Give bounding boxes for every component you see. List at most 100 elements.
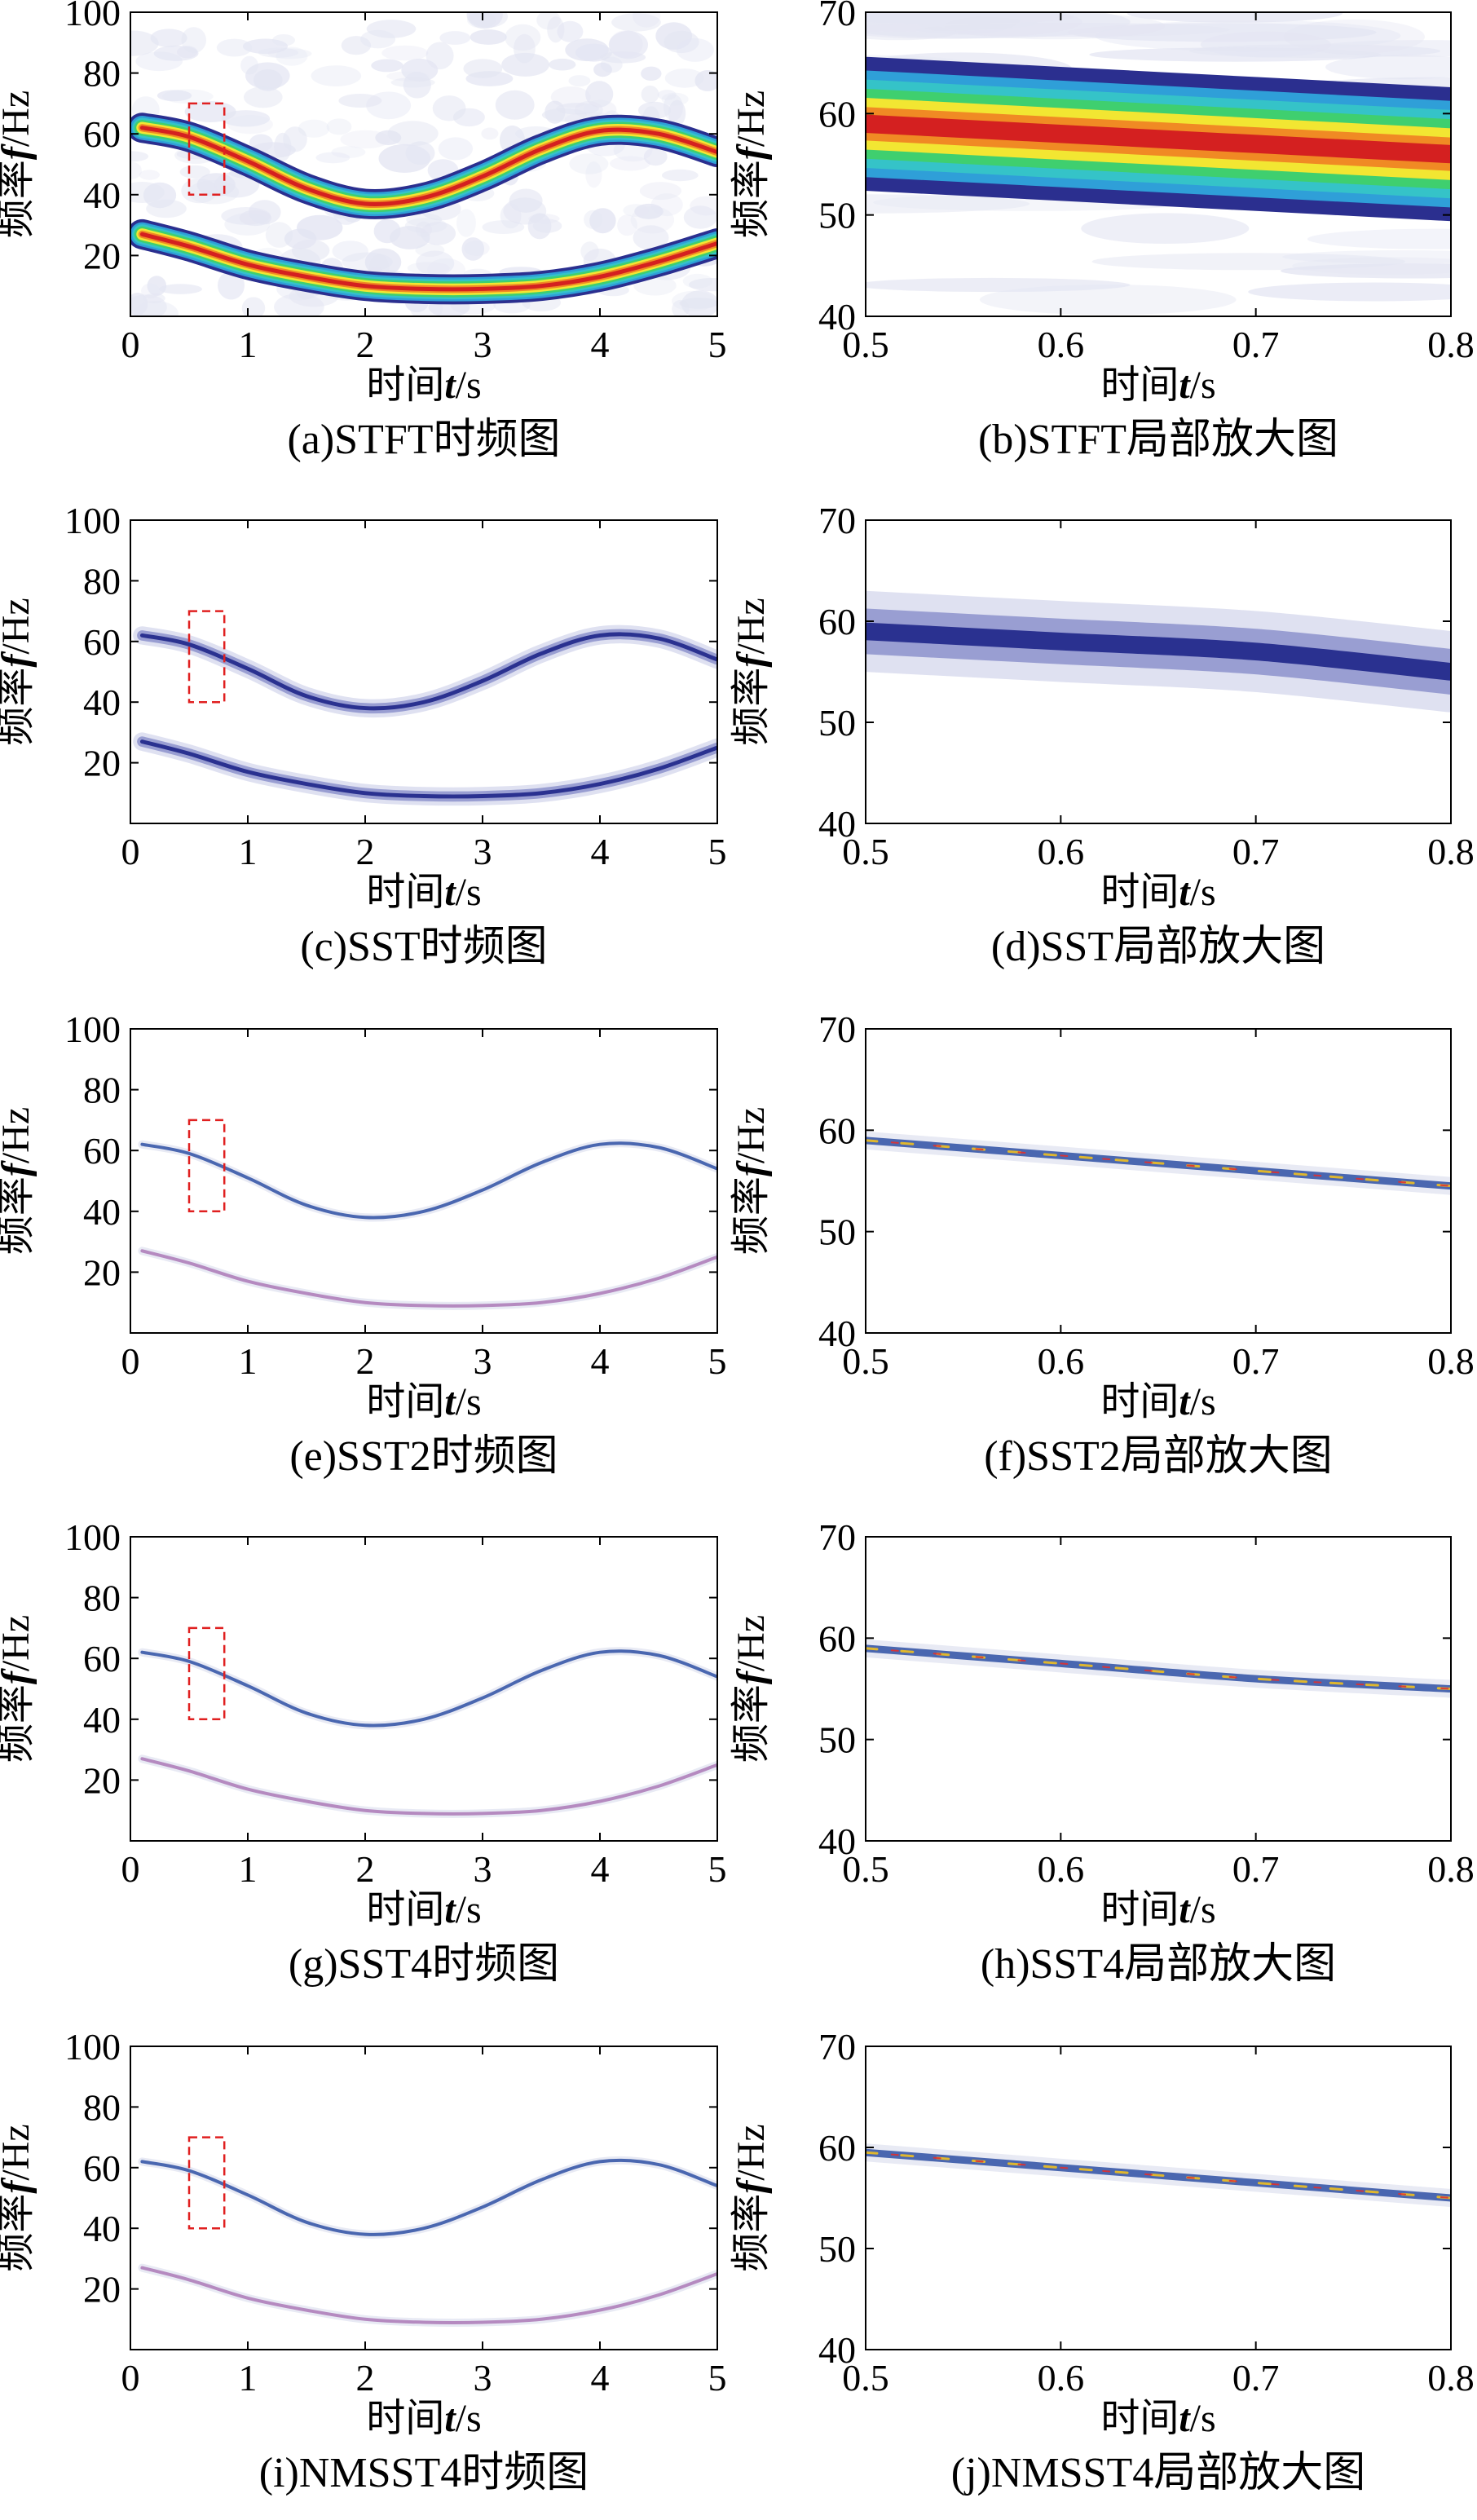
noise-blob (292, 239, 330, 262)
noise-blob (661, 169, 699, 182)
noise-blob (866, 24, 957, 41)
x-tick-label: 0.8 (1427, 324, 1475, 365)
noise-blob (416, 250, 455, 276)
noise-blob (1095, 20, 1401, 52)
noise-blob (689, 278, 717, 292)
noise-blob (326, 118, 352, 135)
y-tick-label: 50 (818, 195, 856, 236)
noise-blob (153, 45, 199, 61)
noise-blob (979, 285, 1237, 316)
series-component-1 (866, 56, 1451, 222)
x-tick-label: 0 (121, 324, 140, 365)
noise-blob (366, 20, 417, 38)
noise-blob (143, 182, 177, 209)
y-axis-label: 频率f/Hz (0, 598, 37, 745)
x-tick-label: 5 (708, 2357, 727, 2399)
noise-blob (663, 94, 684, 121)
noise-blob (162, 89, 214, 104)
panel-i: 0 1 2 3 4 5 20 40 60 80 100 时间t/s 频率f/Hz (i)NMSST4时频图 (0, 2026, 727, 2496)
series-component-1 (138, 1139, 717, 1222)
noise-blob (1081, 213, 1250, 245)
noise-blob (634, 203, 664, 219)
noise-blob (331, 146, 366, 158)
ridge-core (140, 1757, 717, 1816)
noise-blob (1126, 12, 1343, 23)
zoom-region-box (187, 2136, 226, 2230)
noise-blob (664, 30, 699, 54)
noise-blob (574, 101, 603, 119)
noise-blob (505, 24, 541, 51)
noise-blob (655, 22, 693, 50)
series-component-2 (133, 732, 717, 806)
noise-blob (298, 119, 330, 138)
noise-blob (503, 197, 547, 225)
x-tick-label: 1 (239, 1848, 258, 1890)
noise-blob (181, 27, 206, 54)
noise-blob (244, 86, 283, 108)
noise-blob (381, 45, 429, 61)
noise-blob (420, 222, 456, 245)
noise-blob (600, 56, 623, 73)
noise-blob (415, 243, 445, 257)
noise-blob (866, 12, 1131, 38)
noise-blob (403, 72, 431, 99)
plot-area-i (130, 2046, 717, 2350)
y-tick-label: 100 (64, 0, 121, 33)
x-tick-label: 4 (591, 1848, 610, 1890)
noise-blob (676, 38, 714, 62)
y-tick-label: 70 (818, 1008, 856, 1050)
noise-blob (1280, 263, 1451, 279)
panel-caption: (b)STFT局部放大图 (978, 417, 1338, 463)
noise-blob (378, 143, 431, 173)
noise-blob (1282, 250, 1451, 264)
noise-blob (549, 58, 576, 71)
plot-area-f (866, 1029, 1451, 1333)
x-tick-label: 0.8 (1427, 2357, 1475, 2399)
noise-blob (315, 152, 351, 164)
y-tick-label: 40 (818, 2329, 856, 2371)
panel-e: 0 1 2 3 4 5 20 40 60 80 100 时间t/s 频率f/Hz (e)SST2时频图 (0, 1008, 727, 1480)
noise-blob (481, 127, 499, 140)
noise-blob (274, 293, 324, 316)
noise-blob (600, 51, 646, 64)
x-tick-label: 1 (239, 831, 258, 872)
panel-caption: (c)SST时频图 (300, 924, 547, 970)
noise-blob (240, 55, 258, 75)
y-tick-label: 20 (83, 235, 121, 276)
x-tick-label: 0.5 (842, 1848, 889, 1890)
plot-area-g (130, 1537, 717, 1841)
noise-blob (242, 38, 289, 55)
zoom-region-box (187, 1119, 226, 1213)
x-tick-label: 1 (239, 1340, 258, 1382)
noise-blob (407, 262, 450, 275)
y-tick-label: 80 (83, 560, 121, 602)
panel-caption: (g)SST4时频图 (289, 1941, 559, 1988)
noise-blob (141, 283, 161, 299)
x-tick-label: 0.5 (842, 2357, 889, 2399)
x-tick-label: 2 (356, 1340, 375, 1382)
x-tick-label: 0 (121, 1340, 140, 1382)
noise-blob (130, 293, 148, 316)
noise-blob (274, 132, 292, 161)
x-tick-label: 0.7 (1232, 1848, 1280, 1890)
x-tick-label: 0.5 (842, 1340, 889, 1382)
noise-blob (528, 214, 560, 224)
noise-blob (482, 220, 525, 234)
x-axis-label: 时间t/s (1100, 1888, 1215, 1931)
series-component-1 (138, 2156, 717, 2239)
noise-blob (1248, 282, 1451, 302)
noise-blob (452, 108, 485, 127)
series-component-1 (130, 113, 717, 219)
noise-blob (643, 148, 668, 166)
y-tick-label: 80 (83, 2086, 121, 2128)
axes-frame (130, 1028, 718, 1334)
panel-b: 0.5 0.6 0.7 0.8 40 50 60 70 时间t/s 频率f/Hz (b)STFT局部… (730, 0, 1475, 463)
y-tick-label: 40 (83, 174, 121, 216)
noise-blob (633, 225, 669, 250)
ridge-band (866, 114, 1451, 164)
noise-blob (495, 90, 535, 120)
noise-blob (139, 170, 160, 180)
y-tick-label: 60 (83, 1638, 121, 1679)
noise-blob (221, 110, 271, 127)
noise-blob (672, 290, 715, 311)
